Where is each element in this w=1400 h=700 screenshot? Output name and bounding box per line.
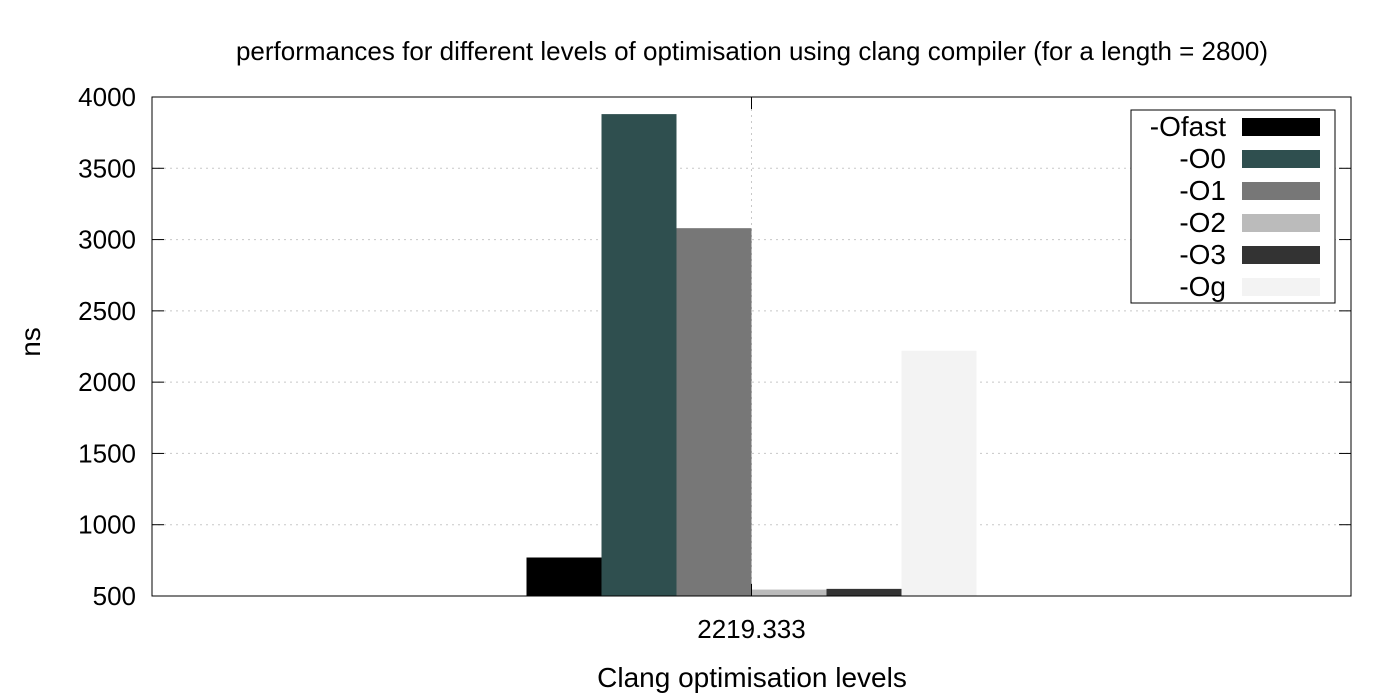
legend-label: -O1 — [1179, 175, 1226, 206]
legend-swatch — [1242, 278, 1320, 296]
x-tick-labels: 2219.333 — [697, 614, 805, 644]
x-axis-label: Clang optimisation levels — [597, 662, 907, 693]
legend-label: -O3 — [1179, 239, 1226, 270]
y-axis-label: ns — [15, 327, 46, 357]
y-tick-label: 3500 — [78, 153, 136, 183]
legend-label: -O0 — [1179, 143, 1226, 174]
bar-o1 — [676, 228, 752, 596]
chart-title: performances for different levels of opt… — [236, 36, 1268, 66]
y-tick-labels: 500 1000 1500 2000 2500 3000 3500 4000 — [78, 82, 136, 611]
x-tick-label: 2219.333 — [697, 614, 805, 644]
legend-label: -O2 — [1179, 207, 1226, 238]
axis-ticks — [152, 96, 1351, 597]
y-tick-label: 1000 — [78, 510, 136, 540]
bar-ofast — [526, 557, 602, 596]
legend-swatch — [1242, 214, 1320, 232]
bar-o3 — [826, 588, 902, 596]
y-tick-label: 500 — [93, 581, 136, 611]
legend-swatch — [1242, 150, 1320, 168]
y-tick-label: 1500 — [78, 438, 136, 468]
bar-o2 — [751, 589, 827, 596]
legend-swatch — [1242, 182, 1320, 200]
y-tick-label: 2000 — [78, 367, 136, 397]
legend-frame — [1130, 109, 1336, 304]
bar-o0 — [601, 114, 677, 596]
legend-label: -Ofast — [1150, 111, 1226, 142]
y-tick-label: 3000 — [78, 225, 136, 255]
bars — [526, 114, 977, 596]
legend-swatch — [1242, 118, 1320, 136]
legend-swatch — [1242, 246, 1320, 264]
legend-label: -Og — [1179, 271, 1226, 302]
y-tick-label: 4000 — [78, 82, 136, 112]
bar-og — [901, 350, 977, 596]
y-tick-label: 2500 — [78, 296, 136, 326]
legend: -Ofast-O0-O1-O2-O3-Og — [1130, 109, 1336, 304]
